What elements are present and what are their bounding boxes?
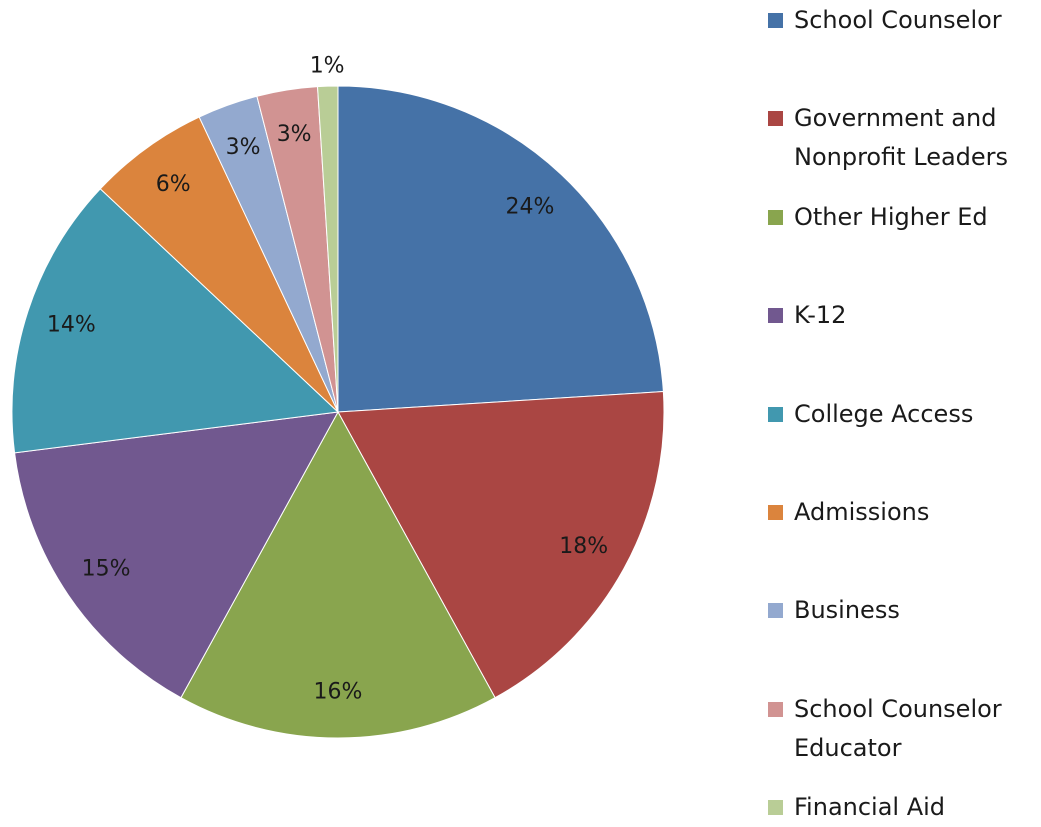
legend-swatch <box>768 603 783 619</box>
pie-slice <box>11 188 340 454</box>
legend-item: College Access <box>768 395 1038 434</box>
legend-label: Other Higher Ed <box>794 202 988 231</box>
pie-slice <box>337 390 665 699</box>
pie-slice <box>337 85 664 413</box>
pie-slice <box>180 410 496 739</box>
pie-slice <box>316 85 339 413</box>
legend-label: Business <box>794 596 900 625</box>
legend-swatch <box>768 308 783 324</box>
data-label: 1% <box>310 54 345 79</box>
pie-slice <box>14 411 339 699</box>
legend-swatch <box>768 111 783 127</box>
legend-item: Government and Nonprofit Leaders <box>768 99 1038 177</box>
data-label: 24% <box>505 195 554 220</box>
chart: 24% 18% 16% 15% 14% 6% 3% 3% 1% <box>11 54 665 739</box>
legend-item: Financial Aid <box>768 788 1038 827</box>
legend-label: K-12 <box>794 301 847 330</box>
legend-swatch <box>768 13 783 28</box>
legend-swatch <box>768 800 783 816</box>
data-label: 3% <box>277 122 312 147</box>
data-label: 18% <box>559 534 608 559</box>
data-label: 3% <box>226 135 261 160</box>
legend-label: School Counselor <box>794 6 1002 34</box>
data-label: 6% <box>156 172 191 197</box>
legend-label: Financial Aid <box>794 793 946 822</box>
legend-swatch <box>768 505 783 520</box>
legend-item: Admissions <box>768 493 1038 532</box>
legend-item: K-12 <box>768 296 1038 335</box>
legend-item: Business <box>768 591 1038 630</box>
legend-label: College Access <box>794 399 974 428</box>
pie-slice <box>99 116 339 413</box>
legend-label: School Counselor Educator <box>794 694 1002 762</box>
data-label: 16% <box>314 679 363 704</box>
legend-swatch <box>768 701 783 717</box>
legend-swatch <box>768 209 783 225</box>
legend-item: School Counselor Educator <box>768 690 1038 768</box>
data-label: 14% <box>47 312 96 337</box>
legend-label: Admissions <box>794 498 930 526</box>
data-label: 15% <box>82 557 131 582</box>
legend-item: School Counselor <box>768 1 1038 40</box>
legend-swatch <box>768 406 783 422</box>
legend-item: Other Higher Ed <box>768 198 1038 237</box>
legend-label: Government and Nonprofit Leaders <box>794 104 1009 172</box>
